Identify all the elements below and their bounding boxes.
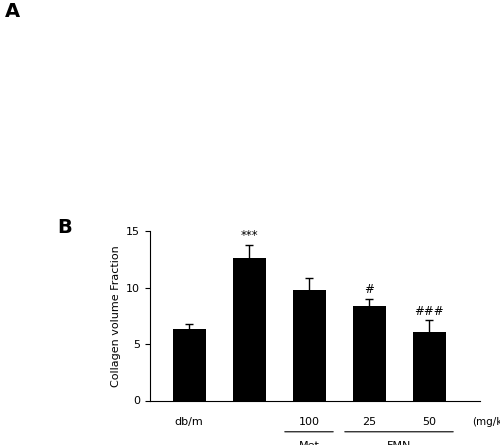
Text: FMN: FMN <box>387 441 411 445</box>
Bar <box>292 290 326 400</box>
Text: Met: Met <box>298 441 320 445</box>
Bar <box>172 329 206 400</box>
Text: 50: 50 <box>422 417 436 427</box>
Bar <box>232 259 266 400</box>
Text: ###: ### <box>414 305 444 318</box>
Text: (mg/kg): (mg/kg) <box>472 417 500 427</box>
Bar <box>352 306 386 400</box>
Text: ***: *** <box>240 229 258 242</box>
Text: A: A <box>5 2 20 20</box>
Text: B: B <box>58 218 72 237</box>
Y-axis label: Collagen volume Fraction: Collagen volume Fraction <box>110 245 120 387</box>
Bar <box>412 332 446 400</box>
Text: db/m: db/m <box>174 417 204 427</box>
Text: 25: 25 <box>362 417 376 427</box>
Text: 100: 100 <box>298 417 320 427</box>
Text: #: # <box>364 283 374 296</box>
